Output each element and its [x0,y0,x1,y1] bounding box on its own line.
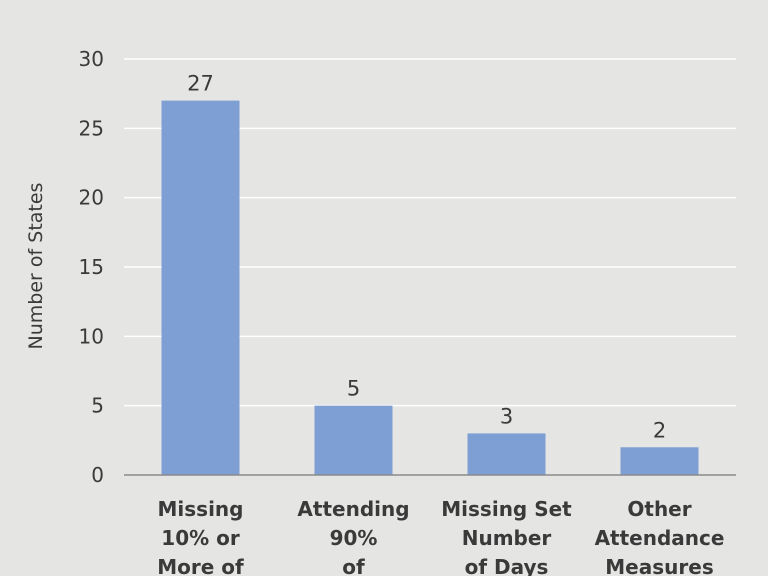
x-tick-label: of Days [465,555,549,576]
bar [620,447,699,475]
x-tick-label: Missing Set [441,497,572,521]
y-tick-label: 5 [91,394,104,418]
data-label: 5 [347,377,360,401]
x-tick-label: of [342,555,365,576]
x-tick-label: Missing [158,497,244,521]
x-tick-label: 10% or [161,526,240,550]
y-tick-label: 25 [79,116,104,140]
x-tick-label: Attendance [595,526,725,550]
y-tick-label: 20 [79,186,104,210]
x-tick-label: 90% [330,526,378,550]
x-tick-label: Other [627,497,691,521]
x-tick-label: Attending [297,497,409,521]
x-tick-label: Measures [605,555,713,576]
data-label: 27 [187,72,214,96]
y-tick-label: 15 [79,255,104,279]
y-tick-label: 10 [79,324,104,348]
data-label: 3 [500,404,513,428]
bar [314,405,393,475]
bar [161,100,240,475]
y-axis-label: Number of States [25,183,47,350]
data-label: 2 [653,418,666,442]
y-tick-label: 0 [91,463,104,487]
bar [467,433,546,475]
y-tick-label: 30 [79,47,104,71]
x-tick-label: Number [462,526,552,550]
x-tick-label: More of [157,555,244,576]
